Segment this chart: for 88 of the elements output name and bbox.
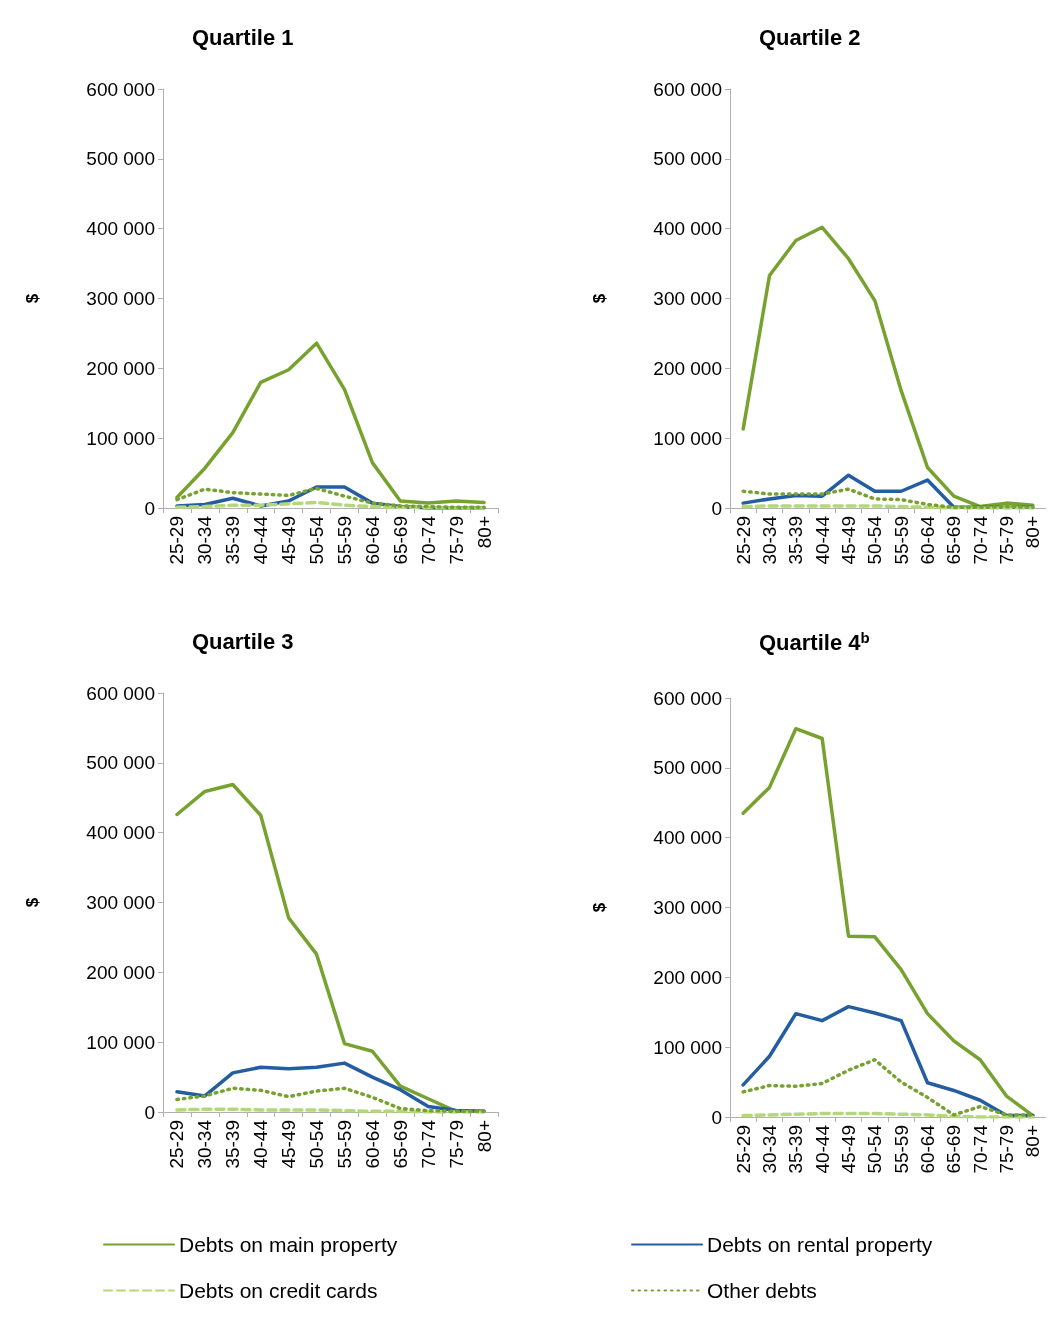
x-tick-label: 75-79	[996, 516, 1017, 565]
x-tick-label: 55-59	[890, 1125, 912, 1174]
y-tick-label: 500 000	[653, 757, 722, 779]
x-tick-label: 30-34	[759, 515, 780, 565]
x-tick-label: 80+	[1022, 1125, 1044, 1158]
y-tick-label: 600 000	[653, 687, 722, 709]
y-tick-label: 100 000	[653, 427, 722, 449]
y-axis-title: $	[23, 293, 42, 304]
x-tick-label: 75-79	[996, 1125, 1017, 1174]
x-tick-label: 50-54	[864, 1124, 886, 1174]
x-tick-label: 55-59	[333, 1120, 355, 1169]
x-tick-label: 50-54	[306, 1119, 328, 1169]
y-tick-label: 400 000	[653, 218, 722, 240]
y-tick-label: 200 000	[86, 357, 155, 379]
y-tick-label: 300 000	[653, 288, 722, 309]
x-tick-label: 60-64	[917, 515, 938, 565]
legend-label: Debts on main property	[179, 1233, 398, 1256]
legend-label: Other debts	[707, 1279, 817, 1302]
y-axis-title: $	[590, 293, 609, 304]
x-tick-label: 35-39	[785, 516, 807, 565]
x-tick-label: 75-79	[445, 516, 467, 565]
x-tick-label: 45-49	[278, 1120, 300, 1169]
x-tick-label: 30-34	[194, 515, 216, 565]
x-tick-label: 80+	[473, 516, 495, 549]
x-tick-label: 65-69	[389, 516, 411, 565]
x-tick-label: 80+	[473, 1120, 495, 1153]
x-tick-label: 55-59	[890, 516, 912, 565]
y-tick-label: 100 000	[86, 427, 155, 449]
y-tick-label: 0	[711, 1106, 722, 1128]
x-tick-label: 25-29	[732, 516, 754, 565]
x-tick-label: 55-59	[333, 516, 355, 565]
y-tick-label: 500 000	[86, 752, 155, 774]
x-tick-label: 35-39	[222, 516, 244, 565]
x-tick-label: 50-54	[864, 515, 886, 565]
legend-label: Debts on credit cards	[179, 1279, 378, 1302]
y-tick-label: 300 000	[86, 892, 155, 913]
y-tick-label: 300 000	[653, 897, 722, 918]
y-tick-label: 0	[144, 1101, 155, 1123]
x-tick-label: 70-74	[969, 515, 991, 565]
x-tick-label: 30-34	[194, 1119, 216, 1169]
x-tick-label: 65-69	[943, 516, 965, 565]
x-tick-label: 70-74	[417, 1119, 439, 1169]
y-tick-label: 100 000	[86, 1031, 155, 1053]
x-tick-label: 25-29	[166, 1120, 188, 1169]
x-tick-label: 45-49	[838, 1125, 859, 1174]
y-tick-label: 500 000	[653, 148, 722, 170]
x-tick-label: 35-39	[785, 1125, 807, 1174]
y-tick-label: 400 000	[653, 827, 722, 849]
x-tick-label: 60-64	[361, 515, 383, 565]
y-tick-label: 0	[144, 497, 155, 519]
y-axis-title: $	[23, 897, 42, 908]
x-tick-label: 40-44	[811, 1124, 833, 1174]
x-tick-label: 25-29	[732, 1125, 754, 1174]
x-tick-label: 25-29	[166, 516, 188, 565]
y-tick-label: 200 000	[653, 966, 722, 988]
y-tick-label: 400 000	[86, 822, 155, 844]
x-tick-label: 45-49	[838, 516, 859, 565]
legend-label: Debts on rental property	[707, 1233, 933, 1256]
x-tick-label: 60-64	[917, 1124, 938, 1174]
x-tick-label: 45-49	[278, 516, 300, 565]
y-tick-label: 100 000	[653, 1036, 722, 1058]
x-tick-label: 40-44	[250, 1119, 272, 1169]
chart-title: Quartile 3	[192, 628, 294, 654]
y-tick-label: 0	[711, 497, 722, 519]
x-tick-label: 75-79	[445, 1120, 467, 1169]
y-tick-label: 200 000	[86, 961, 155, 983]
x-tick-label: 50-54	[306, 515, 328, 565]
x-tick-label: 40-44	[811, 515, 833, 565]
x-tick-label: 60-64	[361, 1119, 383, 1169]
line-series	[741, 1004, 1035, 1118]
x-tick-label: 30-34	[759, 1124, 780, 1174]
y-tick-label: 600 000	[86, 682, 155, 704]
x-tick-label: 70-74	[417, 515, 439, 565]
y-tick-label: 400 000	[86, 218, 155, 240]
chart-title: Quartile 2	[759, 24, 861, 50]
y-axis-title: $	[590, 902, 609, 913]
y-tick-label: 200 000	[653, 357, 722, 379]
x-tick-label: 35-39	[222, 1120, 244, 1169]
x-tick-label: 65-69	[943, 1125, 965, 1174]
x-tick-label: 40-44	[250, 515, 272, 565]
y-tick-label: 600 000	[653, 78, 722, 100]
x-tick-label: 65-69	[389, 1120, 411, 1169]
y-tick-label: 500 000	[86, 148, 155, 170]
y-tick-label: 600 000	[86, 78, 155, 100]
x-tick-label: 80+	[1022, 516, 1044, 549]
y-tick-label: 300 000	[86, 288, 155, 309]
chart-title: Quartile 1	[192, 24, 294, 50]
x-tick-label: 70-74	[969, 1124, 991, 1174]
